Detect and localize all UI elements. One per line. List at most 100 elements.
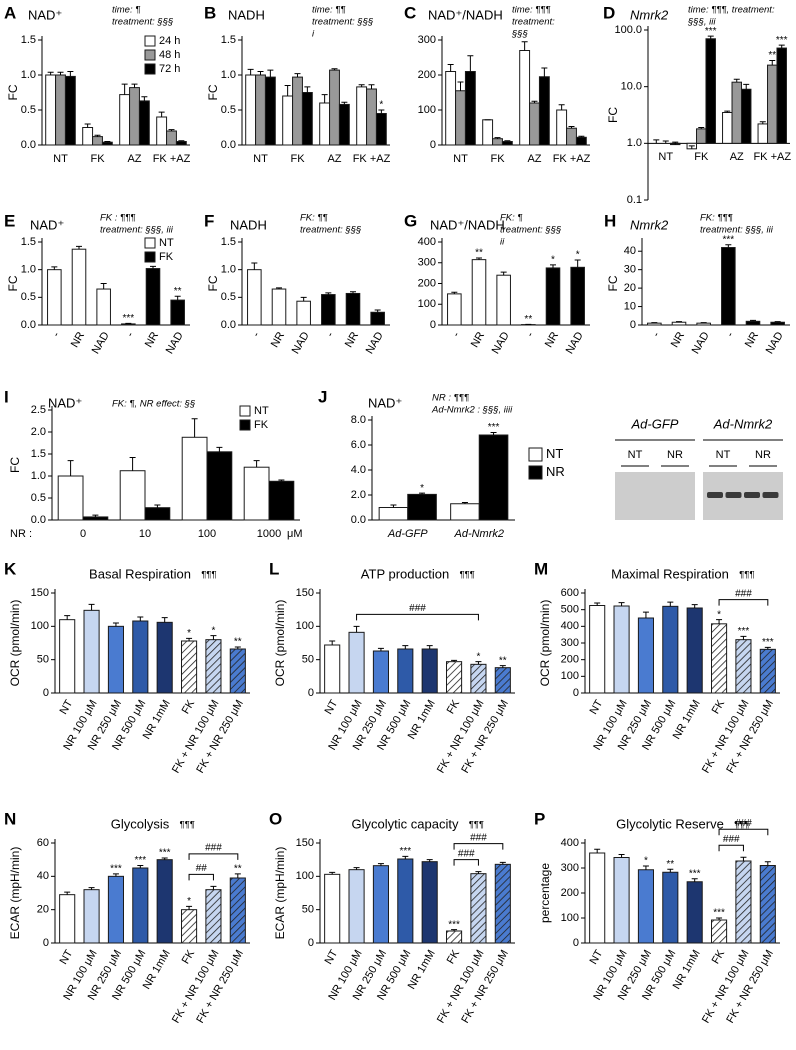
error-bar [294,73,301,78]
x-tick-label: NT [588,948,606,967]
significance: *** [689,868,701,879]
bar [107,875,124,944]
error-bar [341,101,348,105]
chart-title: Nmrk2 [630,7,669,22]
annotation: time: ¶¶¶, treatment: [688,5,775,16]
x-tick-label: 10 [139,528,151,540]
bracket [188,853,239,860]
error-bar [112,622,119,627]
error-bar [154,504,161,508]
bar [735,860,752,944]
error-bar [707,35,714,39]
bar [156,859,173,944]
y-axis-label: FC [206,275,220,291]
error-bar [304,86,311,93]
significance: ** [174,286,182,297]
annotation: ¶¶¶ [734,820,749,831]
bracket [718,844,744,852]
bar [470,873,487,944]
y-tick-label: 100 [418,104,436,116]
error-bar [461,502,468,504]
bar [229,877,246,944]
bar [722,112,733,144]
annotation: ¶¶¶ [739,570,754,581]
y-tick-label: 0.1 [627,194,642,206]
x-tick-label: NAD [690,330,712,356]
bar [319,102,331,146]
error-bar [210,885,217,890]
chart-title: NAD⁺ [30,217,64,232]
panel-letter: O [269,809,282,828]
significance: *** [488,422,500,433]
y-tick-label: 0.5 [221,104,236,116]
bar [348,869,365,944]
x-tick-label: NAD [490,330,512,356]
chart-title: NADH [228,7,265,22]
y-axis-label: OCR (pmol/min) [8,600,22,687]
annotation: FK: ¶¶¶ [700,213,733,224]
error-bar [475,661,482,665]
bar [170,299,185,326]
y-tick-label: 400 [561,620,579,632]
significance: * [379,100,383,111]
y-tick-label: 500 [561,604,579,616]
error-bar [475,871,482,874]
error-bar [716,619,723,624]
y-tick-label: 300 [561,862,579,874]
blot-lane-label: NR [667,449,683,461]
legend-label: FK [254,419,269,431]
error-bar [278,479,285,482]
panel-letter: L [269,559,279,578]
y-tick-label: 0 [630,319,636,331]
y-tick-label: 1.0 [221,69,236,81]
error-bar [667,868,674,873]
bar [470,663,487,694]
error-bar [724,110,731,113]
y-tick-label: 2.0 [31,426,46,438]
error-bar [451,659,458,662]
significance: * [420,483,424,494]
legend-swatch [239,419,251,431]
error-bar [216,446,223,452]
y-axis-label: FC [606,275,620,291]
y-axis-label: percentage [538,863,552,923]
y-tick-label: 40 [624,245,636,257]
annotation: ¶¶¶ [459,570,474,581]
bar [759,648,776,694]
blot-band [725,492,742,498]
y-tick-label: 1.5 [221,236,236,248]
y-axis-label: OCR (pmol/min) [538,600,552,687]
error-bar [778,44,785,49]
chart-title: NAD⁺/NADH [430,217,505,232]
y-tick-label: 1.0 [221,264,236,276]
bar [421,861,438,944]
y-axis-label: FC [206,84,220,100]
bar [59,619,76,694]
error-bar [672,141,679,145]
panel-letter: G [404,211,417,230]
blot-lane-label: NT [628,449,643,461]
error-bar [550,264,556,268]
bar [356,86,368,146]
significance: *** [399,846,411,857]
annotation: time: ¶¶ [312,5,345,16]
bar [55,74,66,146]
x-tick-label: NT [588,698,606,717]
x-tick-label: FK [710,947,728,966]
error-bar [740,635,747,640]
blot-lane-label: NT [716,449,731,461]
bar [496,274,511,326]
bar [397,648,414,694]
y-tick-label: 100 [296,620,314,632]
significance: ** [475,248,483,259]
x-tick-label: - [124,330,136,339]
bar [329,69,340,146]
error-bar [267,69,274,78]
bar [156,621,173,694]
error-bar [284,85,291,96]
bar [492,138,503,146]
bar [324,644,341,694]
legend-swatch [239,405,251,417]
bar [132,867,149,944]
x-tick-label: NT [53,153,68,165]
